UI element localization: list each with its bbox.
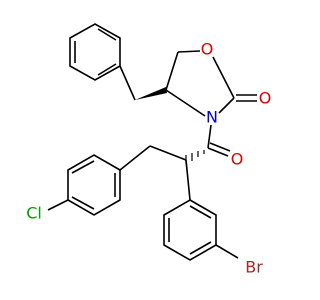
atom-label: Br [245,258,263,277]
bonds [47,23,257,261]
atom-label: Cl [26,204,42,223]
atom-label: O [259,89,272,108]
atom-label: N [206,108,218,127]
atom-label: O [201,40,214,59]
atom-label: O [231,150,244,169]
molecule-diagram: O O N O Cl Br [26,23,272,277]
